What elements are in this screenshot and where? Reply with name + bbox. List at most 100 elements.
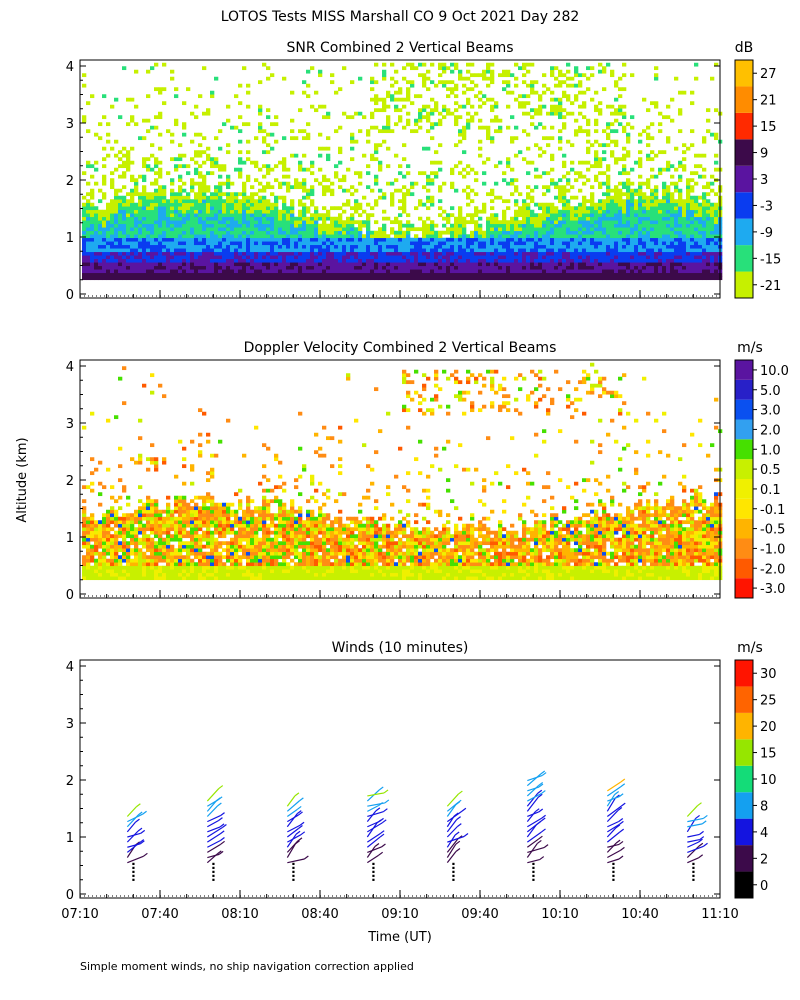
snr-cell [154,269,159,274]
snr-cell [118,174,123,179]
snr-cell [642,227,647,232]
snr-cell [206,234,211,239]
snr-cell [526,192,531,197]
snr-cell [510,220,515,225]
snr-cell [238,220,243,225]
velocity-cell [98,502,103,507]
snr-cell [702,223,707,228]
snr-cell [682,237,687,242]
snr-cell [234,125,239,130]
snr-cell [534,237,539,242]
snr-cell [222,167,227,172]
snr-cell [430,230,435,235]
snr-cell [370,272,375,277]
snr-cell [674,244,679,249]
snr-cell [150,167,155,172]
snr-cell [102,251,107,256]
snr-cell [154,276,159,281]
snr-cell [498,244,503,249]
snr-cell [222,122,227,127]
snr-cell [434,104,439,109]
snr-cell [558,199,563,204]
snr-cell [518,192,523,197]
snr-cell [574,178,579,183]
snr-cell [462,227,467,232]
snr-cell [398,87,403,92]
snr-cell [634,272,639,277]
snr-cell [686,276,691,281]
snr-cell [638,157,643,162]
snr-cell [710,174,715,179]
snr-cell [238,258,243,263]
snr-cell [470,167,475,172]
snr-cell [266,255,271,260]
snr-cell [310,234,315,239]
snr-cell [566,83,571,88]
snr-cell [274,164,279,169]
snr-cell [626,241,631,246]
snr-cell [246,90,251,95]
snr-cell [402,195,407,200]
snr-cell [90,265,95,270]
snr-cell [682,223,687,228]
snr-cell [498,125,503,130]
snr-cell [262,150,267,155]
snr-cell [190,188,195,193]
snr-cell [562,220,567,225]
snr-cell [130,146,135,151]
snr-cell [610,206,615,211]
snr-cell [638,199,643,204]
snr-cell [546,216,551,221]
snr-cell [534,234,539,239]
snr-cell [154,178,159,183]
snr-cell [178,209,183,214]
velocity-cell [90,516,95,521]
snr-cell [118,251,123,256]
snr-cell [234,206,239,211]
snr-cell [518,262,523,267]
velocity-panel: Doppler Velocity Combined 2 Vertical Bea… [66,340,789,603]
snr-cell [122,269,127,274]
snr-cell [538,94,543,99]
snr-cell [294,255,299,260]
snr-cell [122,248,127,253]
snr-cell [106,269,111,274]
snr-cell [134,234,139,239]
snr-cell [682,234,687,239]
snr-cell [322,234,327,239]
snr-cell [610,129,615,134]
snr-cell [430,223,435,228]
snr-cell [618,181,623,186]
snr-cell [198,188,203,193]
snr-cell [258,129,263,134]
snr-cell [158,276,163,281]
snr-cell [234,220,239,225]
snr-cell [338,223,343,228]
snr-cell [510,258,515,263]
snr-cell [638,244,643,249]
snr-cell [126,216,131,221]
snr-cell [242,220,247,225]
velocity-cell [98,572,103,577]
snr-cell [386,125,391,130]
velocity-cell [98,569,103,574]
snr-cell [142,185,147,190]
snr-cell [178,164,183,169]
snr-cell [374,181,379,186]
snr-cell [510,248,515,253]
snr-cell [634,241,639,246]
snr-cell [178,248,183,253]
snr-cell [370,276,375,281]
snr-cell [246,251,251,256]
snr-cell [122,258,127,263]
snr-cell [242,272,247,277]
snr-cell [470,230,475,235]
snr-cell [670,181,675,186]
snr-cell [442,209,447,214]
snr-cell [702,272,707,277]
snr-cell [610,220,615,225]
snr-cell [610,248,615,253]
snr-cell [594,129,599,134]
snr-cell [466,241,471,246]
snr-cell [310,244,315,249]
